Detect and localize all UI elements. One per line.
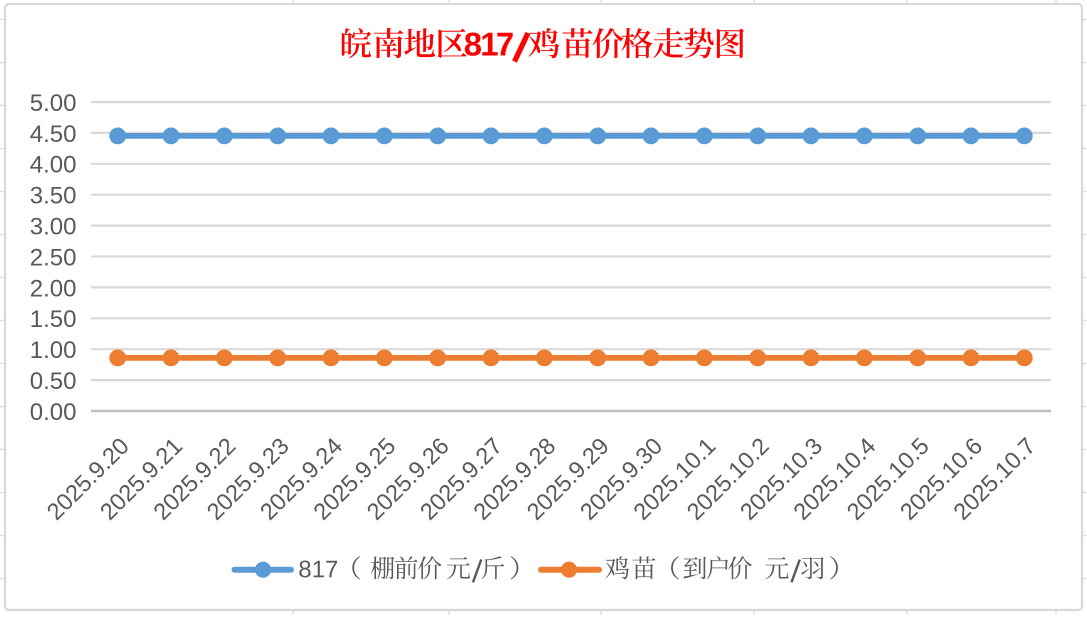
svg-text:4.00: 4.00 xyxy=(30,152,77,179)
svg-text:5.00: 5.00 xyxy=(30,90,77,117)
svg-text:0.50: 0.50 xyxy=(30,368,77,395)
svg-text:1.50: 1.50 xyxy=(30,306,77,333)
svg-text:1.00: 1.00 xyxy=(30,337,77,364)
svg-text:3.00: 3.00 xyxy=(30,214,77,241)
svg-text:0.00: 0.00 xyxy=(30,399,77,426)
svg-text:2.00: 2.00 xyxy=(30,275,77,302)
svg-text:2.50: 2.50 xyxy=(30,244,77,271)
svg-text:3.50: 3.50 xyxy=(30,183,77,210)
svg-text:4.50: 4.50 xyxy=(30,121,77,148)
